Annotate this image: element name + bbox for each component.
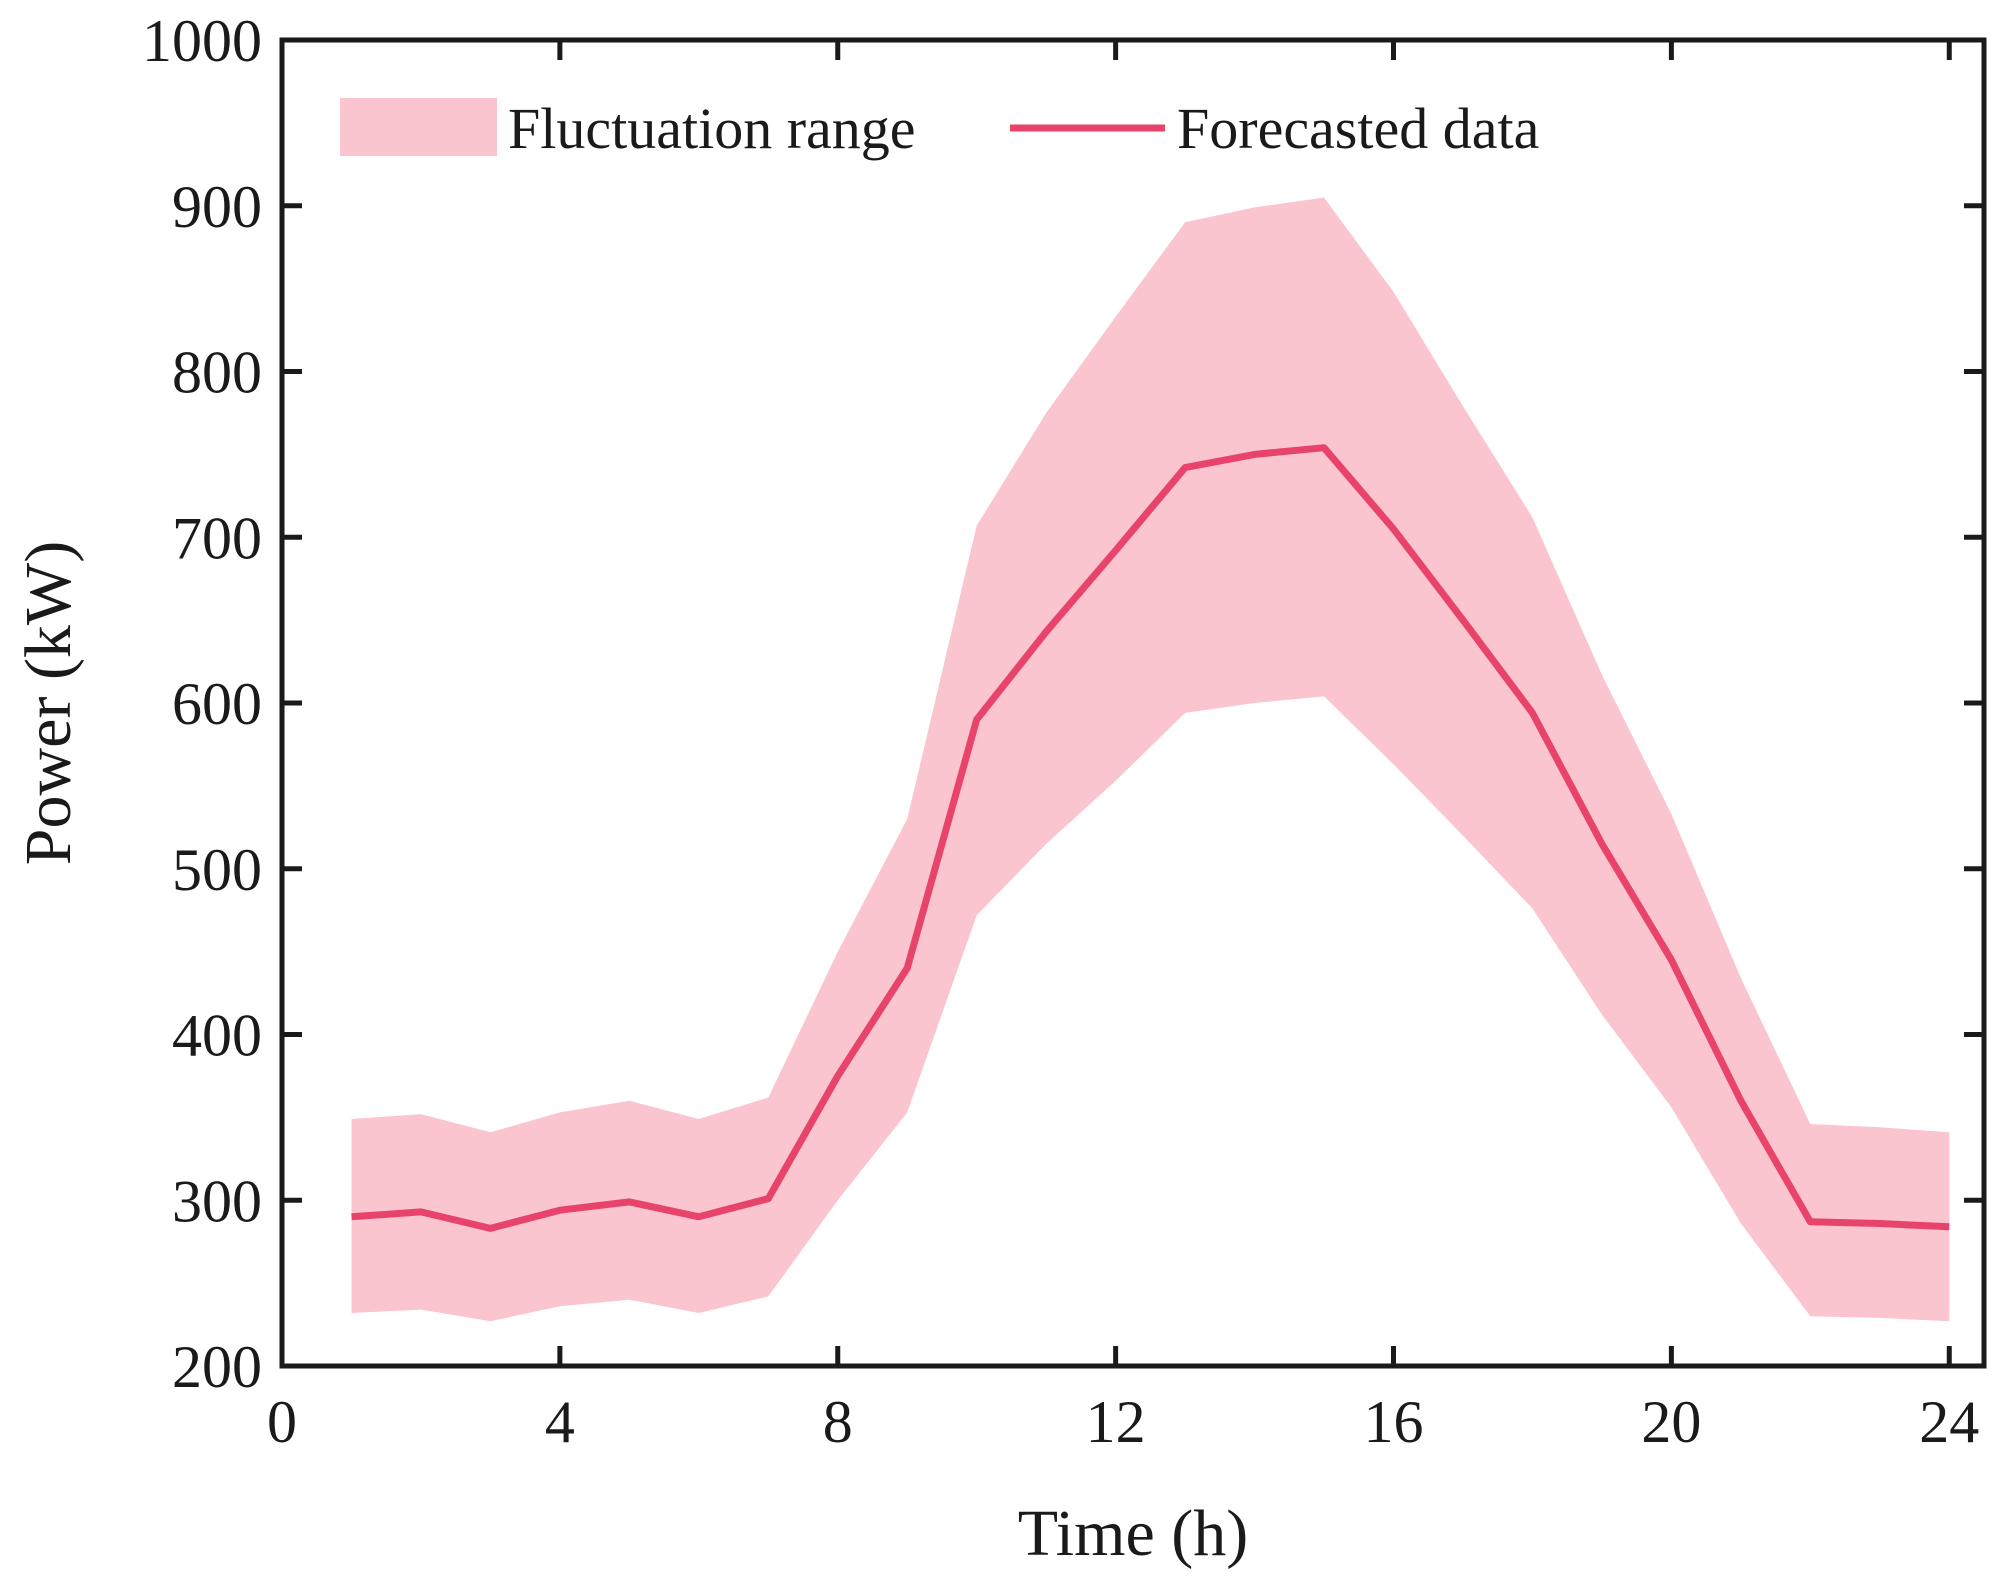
x-tick-label: 4	[545, 1389, 575, 1455]
forecast-point	[625, 1198, 633, 1206]
y-tick-label: 300	[172, 1168, 262, 1234]
forecast-point	[1181, 464, 1189, 472]
forecast-point	[486, 1224, 494, 1232]
forecast-point	[1598, 840, 1606, 848]
y-tick-label: 600	[172, 671, 262, 737]
x-tick-label: 16	[1364, 1389, 1424, 1455]
x-tick-label: 20	[1641, 1389, 1701, 1455]
forecast-point	[1251, 450, 1259, 458]
y-tick-label: 900	[172, 174, 262, 240]
x-tick-label: 24	[1919, 1389, 1979, 1455]
y-tick-label: 700	[172, 505, 262, 571]
y-tick-label: 400	[172, 1003, 262, 1069]
forecast-point	[1459, 616, 1467, 624]
y-axis-title: Power (kW)	[12, 541, 85, 865]
forecasted-data-line	[351, 444, 1950, 1232]
forecast-point	[695, 1213, 703, 1221]
forecast-point	[834, 1072, 842, 1080]
forecast-point	[1320, 444, 1328, 452]
forecast-point	[1876, 1220, 1884, 1228]
legend-band-swatch	[340, 98, 497, 156]
x-tick-label: 8	[823, 1389, 853, 1455]
fluctuation-range-band	[351, 197, 1950, 1322]
band-layer	[351, 197, 1950, 1322]
x-tick-label: 0	[267, 1389, 297, 1455]
forecast-point	[903, 964, 911, 972]
forecast-point	[1390, 525, 1398, 533]
y-tick-label: 500	[172, 837, 262, 903]
x-tick-label: 12	[1086, 1389, 1146, 1455]
forecast-point	[1112, 547, 1120, 555]
y-tick-label: 200	[172, 1334, 262, 1400]
forecast-point	[556, 1206, 564, 1214]
legend-band-label: Fluctuation range	[508, 96, 916, 161]
legend-line-label: Forecasted data	[1177, 96, 1539, 161]
forecast-point	[1806, 1218, 1814, 1226]
forecast-point	[764, 1195, 772, 1203]
forecast-point	[1042, 628, 1050, 636]
line-layer	[348, 444, 1953, 1232]
forecast-point	[1667, 956, 1675, 964]
legend: Fluctuation range Forecasted data	[340, 96, 1539, 161]
forecast-point	[973, 716, 981, 724]
forecast-point	[417, 1208, 425, 1216]
y-tick-label: 800	[172, 340, 262, 406]
y-tick-label: 1000	[142, 8, 262, 74]
forecast-point	[1945, 1223, 1953, 1231]
forecast-point	[348, 1213, 356, 1221]
forecast-point	[1528, 709, 1536, 717]
x-axis-title: Time (h)	[1018, 1497, 1248, 1570]
forecast-point	[1737, 1097, 1745, 1105]
ticks-layer: 0 4 8 12 16 20 24 200 300 400 500 600 700 800 900 1000	[142, 8, 1984, 1455]
